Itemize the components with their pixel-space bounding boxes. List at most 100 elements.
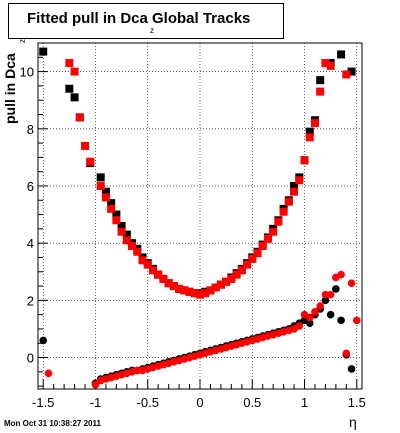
- data-point: [337, 270, 345, 279]
- data-point: [222, 277, 231, 286]
- data-point: [258, 242, 267, 251]
- data-point: [342, 70, 351, 79]
- data-point: [86, 157, 95, 166]
- data-point: [96, 173, 105, 182]
- data-point: [316, 87, 325, 96]
- data-point: [321, 290, 330, 299]
- data-point: [248, 254, 257, 263]
- data-point: [211, 283, 220, 292]
- timestamp: Mon Oct 31 10:38:27 2011: [4, 419, 101, 428]
- data-point: [326, 310, 335, 319]
- data-point: [75, 113, 84, 122]
- data-point: [311, 307, 319, 316]
- data-point: [310, 119, 319, 128]
- data-point: [305, 319, 314, 328]
- axis-ticks: -1.5 -1 -0.5 0 0.5 1 1.5 0 2 4 6 8 10: [20, 56, 366, 410]
- data-point: [279, 207, 288, 216]
- data-point: [347, 279, 356, 287]
- data-point: [305, 133, 314, 142]
- data-point: [154, 270, 163, 279]
- data-point: [305, 127, 314, 136]
- x-axis-label: η: [349, 414, 357, 430]
- y-axis-label-subscript: z: [18, 39, 27, 43]
- data-point: [117, 222, 126, 231]
- data-point: [107, 199, 116, 208]
- data-point: [295, 322, 304, 330]
- data-point: [44, 369, 53, 378]
- data-point: [133, 366, 142, 375]
- data-point: [117, 227, 126, 236]
- data-point: [101, 193, 110, 202]
- data-point: [148, 266, 157, 275]
- x-tick-label: 0.5: [243, 395, 261, 410]
- data-point: [342, 349, 351, 358]
- data-markers: [39, 47, 361, 389]
- x-tick-label: -1: [90, 395, 102, 410]
- data-point: [263, 234, 272, 243]
- y-tick-label: 2: [27, 293, 34, 308]
- data-point: [243, 260, 252, 269]
- data-point: [128, 242, 137, 251]
- data-point: [122, 236, 131, 245]
- data-point: [290, 187, 299, 196]
- data-point: [321, 296, 330, 305]
- data-point: [190, 289, 199, 298]
- x-tick-label: -1.5: [32, 395, 54, 410]
- data-point: [232, 270, 241, 279]
- data-point: [305, 313, 314, 322]
- y-tick-label: 10: [20, 65, 34, 80]
- x-tick-label: -0.5: [137, 395, 159, 410]
- x-tick-label: 0: [196, 395, 203, 410]
- data-point: [112, 210, 121, 219]
- data-point: [269, 227, 278, 236]
- data-point: [227, 274, 236, 283]
- data-point: [138, 256, 147, 265]
- data-point: [133, 247, 142, 256]
- x-tick-label: 1: [301, 395, 308, 410]
- grid-lines: [38, 43, 362, 389]
- data-point: [169, 282, 178, 291]
- data-point: [96, 181, 105, 190]
- data-point: [159, 274, 168, 283]
- data-point: [300, 156, 309, 165]
- data-point: [321, 59, 330, 68]
- data-point: [122, 230, 131, 239]
- data-point: [164, 279, 173, 288]
- data-point: [290, 181, 299, 190]
- data-point: [70, 67, 79, 76]
- data-point: [253, 249, 262, 258]
- data-point: [326, 61, 335, 70]
- data-point: [201, 289, 210, 298]
- data-point: [206, 286, 215, 295]
- data-point: [326, 290, 335, 299]
- data-point: [180, 286, 189, 295]
- data-point: [175, 284, 184, 293]
- data-point: [216, 280, 225, 289]
- data-point: [284, 197, 293, 206]
- data-point: [196, 290, 204, 299]
- data-point: [112, 216, 121, 225]
- data-point: [237, 266, 246, 275]
- data-point: [143, 260, 152, 269]
- data-point: [316, 76, 325, 85]
- data-point: [65, 84, 74, 93]
- data-point: [91, 380, 100, 389]
- data-point: [295, 176, 304, 185]
- data-point: [347, 365, 356, 373]
- data-point: [39, 336, 48, 345]
- data-point: [70, 93, 79, 102]
- data-point: [337, 316, 345, 325]
- data-point: [352, 316, 361, 325]
- data-point: [332, 285, 340, 293]
- data-point: [337, 50, 346, 59]
- data-point: [65, 59, 74, 68]
- data-point: [347, 67, 356, 76]
- data-point: [39, 47, 48, 56]
- chart-title-subscript: z: [150, 26, 154, 35]
- data-point: [107, 204, 116, 213]
- y-tick-label: 4: [27, 236, 34, 251]
- y-axis-label: pull in Dca: [2, 53, 18, 124]
- y-tick-label: 6: [27, 179, 34, 194]
- data-point: [316, 302, 324, 310]
